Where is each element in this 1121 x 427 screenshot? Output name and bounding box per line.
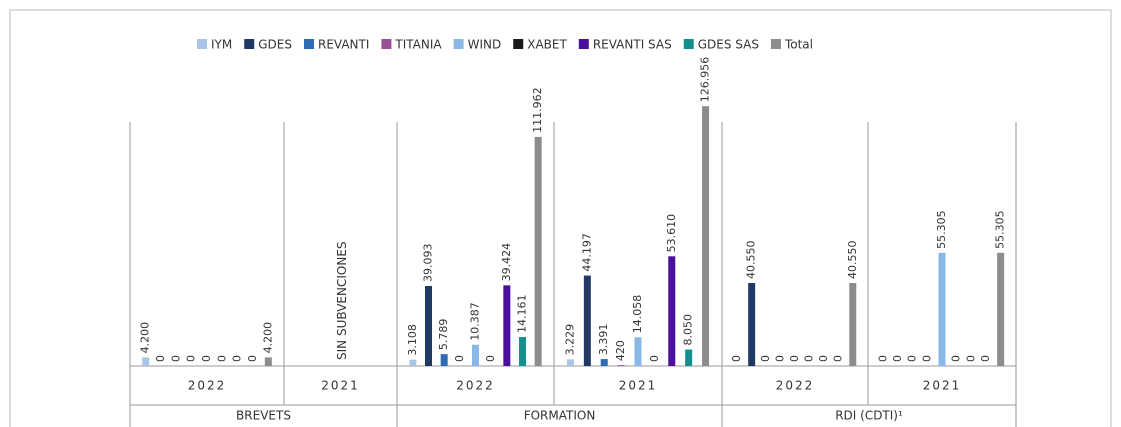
bar [142, 357, 150, 366]
value-label: 0 [950, 355, 963, 362]
value-label: 0 [891, 355, 904, 362]
legend-swatch [381, 39, 392, 49]
bar [685, 349, 693, 366]
legend-label: IYM [211, 38, 232, 52]
bar [668, 256, 676, 366]
value-label: 3.391 [597, 324, 610, 356]
legend-swatch [770, 39, 781, 49]
bar [617, 365, 625, 366]
value-label: 0 [964, 355, 977, 362]
legend-label: REVANTI [318, 38, 369, 52]
value-label: 0 [774, 355, 787, 362]
legend-swatch [303, 39, 314, 49]
value-label: 420 [614, 340, 627, 361]
value-label: 0 [876, 355, 889, 362]
legend-swatch [244, 39, 255, 49]
value-label: 0 [154, 355, 167, 362]
bar [849, 283, 857, 366]
value-label: 111.962 [531, 87, 544, 133]
legend-label: GDES SAS [698, 38, 759, 52]
value-label: 4.200 [261, 322, 274, 354]
bar [503, 285, 511, 366]
bar [583, 275, 591, 366]
x-tick-label: 2022 [456, 379, 495, 393]
value-label: 55.305 [935, 210, 948, 249]
value-label: 0 [231, 355, 244, 362]
value-label: 0 [788, 355, 801, 362]
value-label: 0 [648, 355, 661, 362]
value-label: 0 [484, 355, 497, 362]
legend-swatch [578, 39, 589, 49]
value-label: 126.956 [699, 57, 712, 103]
legend-label: GDES [258, 38, 292, 52]
value-label: 5.789 [437, 319, 450, 351]
legend: IYM GDES REVANTI TITANIA WIND XABET REVANTI SA… [197, 38, 813, 52]
x-tick-label: 2021 [619, 379, 658, 393]
bar [440, 354, 448, 366]
value-label: 3.108 [406, 324, 419, 356]
annotation: SIN SUBVENCIONES [335, 241, 349, 360]
value-label: 0 [759, 355, 772, 362]
value-label: 0 [200, 355, 213, 362]
value-label: 0 [730, 355, 743, 362]
value-label: 55.305 [994, 210, 1007, 249]
value-label: 0 [979, 355, 992, 362]
x-tick-label: 2021 [923, 379, 962, 393]
value-label: 0 [185, 355, 198, 362]
value-label: 3.229 [563, 324, 576, 356]
value-label: 0 [906, 355, 919, 362]
value-label: 39.424 [500, 243, 513, 282]
value-label: 0 [802, 355, 815, 362]
legend-swatch [197, 39, 207, 49]
legend-swatch [683, 39, 694, 49]
value-label: 0 [920, 355, 933, 362]
value-label: 0 [817, 355, 830, 362]
group-label: RDI (CDTI)¹ [835, 409, 903, 423]
value-label: 0 [169, 355, 182, 362]
group-label: FORMATION [524, 409, 596, 423]
group-label: BREVETS [236, 409, 291, 423]
value-label: 14.161 [516, 295, 529, 334]
frame [9, 9, 1112, 427]
value-label: 0 [215, 355, 228, 362]
value-label: 39.093 [422, 244, 435, 283]
value-label: 8.050 [682, 314, 695, 346]
bar [938, 252, 946, 366]
bar [600, 359, 608, 366]
legend-swatch [453, 39, 464, 49]
bar [566, 359, 574, 366]
value-label: 40.550 [745, 241, 758, 280]
x-tick-label: 2021 [321, 379, 360, 393]
legend-label: Total [784, 38, 813, 52]
legend-label: TITANIA [394, 38, 442, 52]
legend-label: XABET [527, 38, 567, 52]
bar [534, 136, 542, 366]
bar [519, 337, 526, 366]
value-label: 40.550 [846, 241, 859, 280]
bar [409, 359, 417, 366]
bar [997, 252, 1005, 366]
value-label: 0 [453, 355, 466, 362]
value-label: 0 [246, 355, 259, 362]
value-label: 4.200 [139, 322, 152, 354]
value-label: 14.058 [631, 295, 644, 334]
value-label: 0 [831, 355, 844, 362]
x-tick-label: 2022 [188, 379, 227, 393]
legend-label: REVANTI SAS [593, 38, 672, 52]
legend-swatch [513, 39, 524, 49]
bar [702, 106, 710, 367]
value-label: 44.197 [580, 233, 593, 272]
bar [425, 286, 432, 366]
value-label: 53.610 [665, 214, 678, 253]
x-tick-label: 2022 [776, 379, 815, 393]
legend-label: WIND [468, 38, 502, 52]
bar [264, 357, 272, 366]
value-label: 10.387 [469, 302, 482, 341]
bar [472, 344, 479, 366]
bar [634, 337, 642, 366]
bar [748, 283, 756, 366]
